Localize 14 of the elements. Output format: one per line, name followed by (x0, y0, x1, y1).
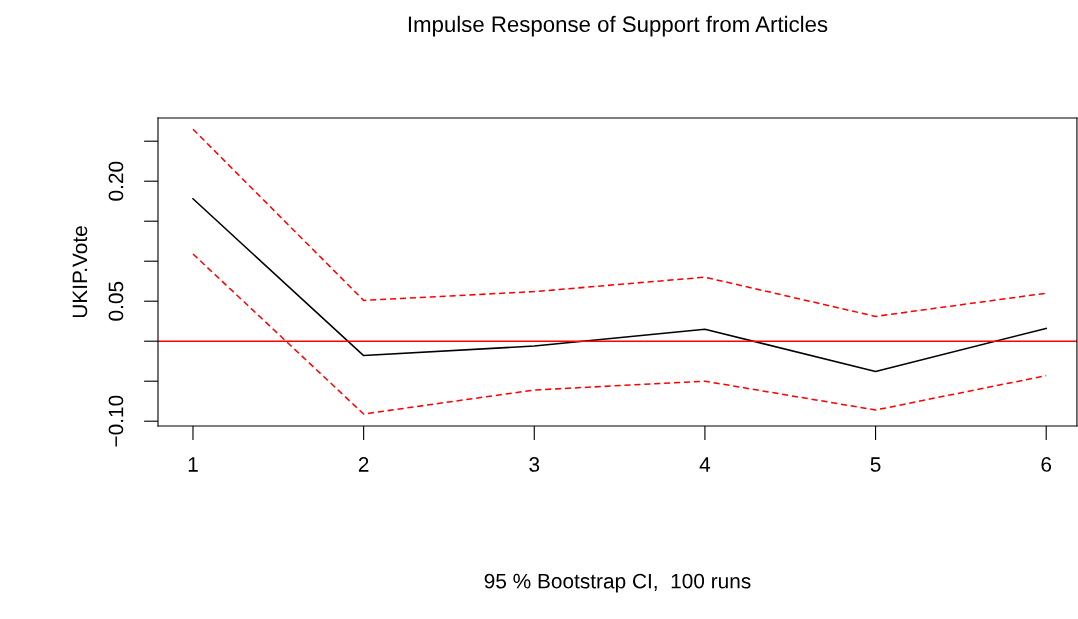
x-tick-label: 5 (870, 457, 881, 472)
chart-title: Impulse Response of Support from Articles (408, 15, 828, 37)
x-tick-label: 2 (358, 457, 369, 472)
x-tick-label: 4 (699, 457, 711, 472)
line-series (192, 198, 1047, 373)
x-tick-label: 3 (529, 457, 540, 472)
x-tick-label: 6 (1041, 457, 1052, 472)
x-axis-title: 95 % Bootstrap CI, 100 runs (484, 573, 751, 593)
y-tick-label: 0.05 (108, 281, 124, 321)
y-axis-title: UKIP.Vote (72, 226, 88, 318)
line-series (192, 128, 1047, 318)
y-tick-label: −0.10 (108, 395, 124, 447)
x-tick-label: 1 (188, 457, 198, 472)
y-tick-label: 0.20 (108, 161, 124, 201)
